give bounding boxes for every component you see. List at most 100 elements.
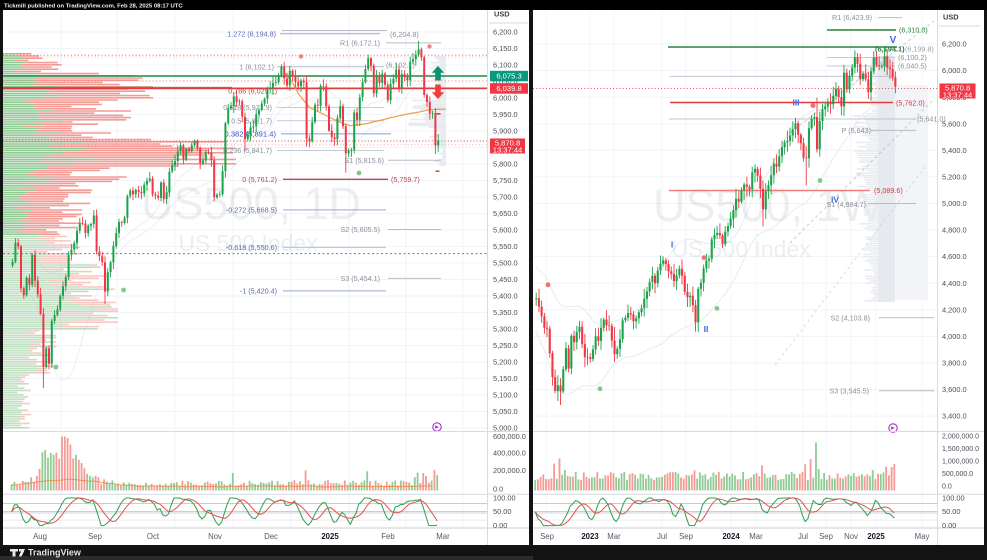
svg-text:6,000.0: 6,000.0 bbox=[493, 94, 518, 103]
svg-text:Feb: Feb bbox=[381, 532, 395, 541]
svg-text:0.618 (5,971.9): 0.618 (5,971.9) bbox=[223, 103, 272, 112]
svg-text:(6,100.2): (6,100.2) bbox=[898, 53, 927, 62]
svg-text:Jul: Jul bbox=[657, 532, 667, 541]
svg-text:II: II bbox=[704, 324, 709, 334]
svg-text:V: V bbox=[890, 35, 897, 46]
svg-text:100.00: 100.00 bbox=[493, 494, 516, 503]
svg-text:May: May bbox=[915, 532, 930, 541]
svg-text:5,300.0: 5,300.0 bbox=[493, 325, 518, 334]
svg-text:S1 (5,815.6): S1 (5,815.6) bbox=[344, 156, 384, 165]
svg-text:13:37:44: 13:37:44 bbox=[943, 91, 973, 100]
svg-text:Aug: Aug bbox=[33, 532, 47, 541]
svg-text:(5,762.0): (5,762.0) bbox=[896, 98, 925, 107]
svg-text:2025: 2025 bbox=[867, 532, 885, 541]
svg-text:100.00: 100.00 bbox=[942, 494, 965, 503]
svg-text:5,750.0: 5,750.0 bbox=[493, 176, 518, 185]
svg-text:-0.618 (5,550.6): -0.618 (5,550.6) bbox=[226, 243, 277, 252]
svg-text:50.00: 50.00 bbox=[942, 507, 961, 516]
svg-text:Mar: Mar bbox=[436, 532, 450, 541]
svg-text:P (5,643): P (5,643) bbox=[842, 126, 871, 135]
svg-text:5,450.0: 5,450.0 bbox=[493, 275, 518, 284]
svg-text:1,000,000.0: 1,000,000.0 bbox=[942, 459, 979, 466]
svg-text:400,000.0: 400,000.0 bbox=[493, 449, 526, 458]
svg-text:0.0: 0.0 bbox=[942, 484, 952, 491]
svg-text:S2 (4,103.8): S2 (4,103.8) bbox=[830, 313, 870, 322]
svg-text:4,400.0: 4,400.0 bbox=[942, 279, 967, 288]
svg-text:S3 (5,454.1): S3 (5,454.1) bbox=[340, 274, 380, 283]
svg-text:6,039.8: 6,039.8 bbox=[496, 84, 521, 93]
svg-text:IV: IV bbox=[831, 195, 839, 205]
svg-text:200,000.0: 200,000.0 bbox=[493, 466, 526, 475]
svg-text:6,100.0: 6,100.0 bbox=[493, 61, 518, 70]
svg-text:4,000.0: 4,000.0 bbox=[942, 332, 967, 341]
svg-text:Nov: Nov bbox=[844, 532, 858, 541]
svg-text:III: III bbox=[792, 97, 799, 107]
svg-text:Mar: Mar bbox=[749, 532, 763, 541]
svg-text:3,800.0: 3,800.0 bbox=[942, 359, 967, 368]
svg-text:5,400.0: 5,400.0 bbox=[493, 292, 518, 301]
svg-text:USD: USD bbox=[943, 13, 959, 22]
svg-text:Mar: Mar bbox=[607, 532, 621, 541]
svg-text:4,800.0: 4,800.0 bbox=[942, 226, 967, 235]
svg-text:5,600.0: 5,600.0 bbox=[493, 226, 518, 235]
svg-text:R1 (6,172.1): R1 (6,172.1) bbox=[340, 39, 380, 48]
svg-text:1,500,000.0: 1,500,000.0 bbox=[942, 446, 979, 453]
svg-text:Nov: Nov bbox=[208, 532, 222, 541]
svg-text:Oct: Oct bbox=[147, 532, 160, 541]
svg-text:13:37:44: 13:37:44 bbox=[493, 146, 523, 155]
svg-text:(6,310.0): (6,310.0) bbox=[899, 26, 928, 35]
svg-text:Sep: Sep bbox=[819, 532, 834, 541]
svg-text:1.272 (6,194.8): 1.272 (6,194.8) bbox=[227, 29, 276, 38]
svg-text:(6,040.5): (6,040.5) bbox=[898, 62, 927, 71]
svg-text:5,250.0: 5,250.0 bbox=[493, 341, 518, 350]
svg-text:5,000.0: 5,000.0 bbox=[493, 424, 518, 433]
svg-text:5,150.0: 5,150.0 bbox=[493, 374, 518, 383]
svg-text:5,050.0: 5,050.0 bbox=[493, 407, 518, 416]
svg-text:6,050.0: 6,050.0 bbox=[493, 77, 518, 86]
svg-text:(5,641.0): (5,641.0) bbox=[917, 114, 946, 123]
svg-text:600,000.0: 600,000.0 bbox=[493, 432, 526, 441]
svg-text:Sep: Sep bbox=[88, 532, 103, 541]
svg-text:S1 (4,984.7): S1 (4,984.7) bbox=[826, 200, 866, 209]
svg-text:4,200.0: 4,200.0 bbox=[942, 305, 967, 314]
svg-text:5,700.0: 5,700.0 bbox=[493, 193, 518, 202]
svg-text:(6,194.1): (6,194.1) bbox=[875, 44, 905, 53]
svg-text:TradingView: TradingView bbox=[28, 548, 82, 558]
svg-text:(5,089.6): (5,089.6) bbox=[874, 186, 903, 195]
svg-text:2023: 2023 bbox=[581, 532, 599, 541]
svg-text:Tickmill published on TradingV: Tickmill published on TradingView.com, F… bbox=[4, 3, 183, 9]
svg-text:USD: USD bbox=[494, 10, 510, 19]
svg-text:0.0: 0.0 bbox=[493, 485, 503, 494]
svg-text:US500, 1D: US500, 1D bbox=[141, 178, 361, 229]
svg-text:0.236 (5,841.7): 0.236 (5,841.7) bbox=[223, 146, 272, 155]
svg-text:50.00: 50.00 bbox=[493, 507, 512, 516]
svg-text:5,950.0: 5,950.0 bbox=[493, 110, 518, 119]
svg-text:Jul: Jul bbox=[798, 532, 808, 541]
svg-text:5,650.0: 5,650.0 bbox=[493, 209, 518, 218]
svg-text:5,200.0: 5,200.0 bbox=[942, 173, 967, 182]
svg-text:Sep: Sep bbox=[679, 532, 694, 541]
svg-text:5,550.0: 5,550.0 bbox=[493, 242, 518, 251]
svg-text:6,200.0: 6,200.0 bbox=[493, 28, 518, 37]
svg-text:6,075.3: 6,075.3 bbox=[496, 72, 521, 81]
svg-text:R1 (6,423.9): R1 (6,423.9) bbox=[832, 13, 872, 22]
svg-text:S3 (3,545.5): S3 (3,545.5) bbox=[829, 386, 869, 395]
svg-text:5,800.0: 5,800.0 bbox=[493, 160, 518, 169]
svg-text:5,600.0: 5,600.0 bbox=[942, 119, 967, 128]
svg-text:5,870.8: 5,870.8 bbox=[945, 83, 970, 92]
svg-text:5,900.0: 5,900.0 bbox=[493, 127, 518, 136]
svg-text:5,350.0: 5,350.0 bbox=[493, 308, 518, 317]
svg-text:2,000,000.0: 2,000,000.0 bbox=[942, 434, 979, 441]
svg-text:S2 (5,605.5): S2 (5,605.5) bbox=[340, 225, 380, 234]
svg-text:0.00: 0.00 bbox=[942, 521, 956, 530]
svg-text:5,500.0: 5,500.0 bbox=[493, 259, 518, 268]
svg-text:1 (6,102.1): 1 (6,102.1) bbox=[239, 62, 274, 71]
svg-text:4,600.0: 4,600.0 bbox=[942, 252, 967, 261]
svg-text:6,200.0: 6,200.0 bbox=[942, 40, 967, 49]
svg-text:0.5 (5,931.7): 0.5 (5,931.7) bbox=[231, 116, 272, 125]
svg-text:5,200.0: 5,200.0 bbox=[493, 358, 518, 367]
svg-text:3,600.0: 3,600.0 bbox=[942, 385, 967, 394]
svg-text:US 500 Index: US 500 Index bbox=[671, 236, 811, 262]
svg-text:500,000.0: 500,000.0 bbox=[942, 471, 973, 478]
svg-text:2025: 2025 bbox=[321, 532, 339, 541]
